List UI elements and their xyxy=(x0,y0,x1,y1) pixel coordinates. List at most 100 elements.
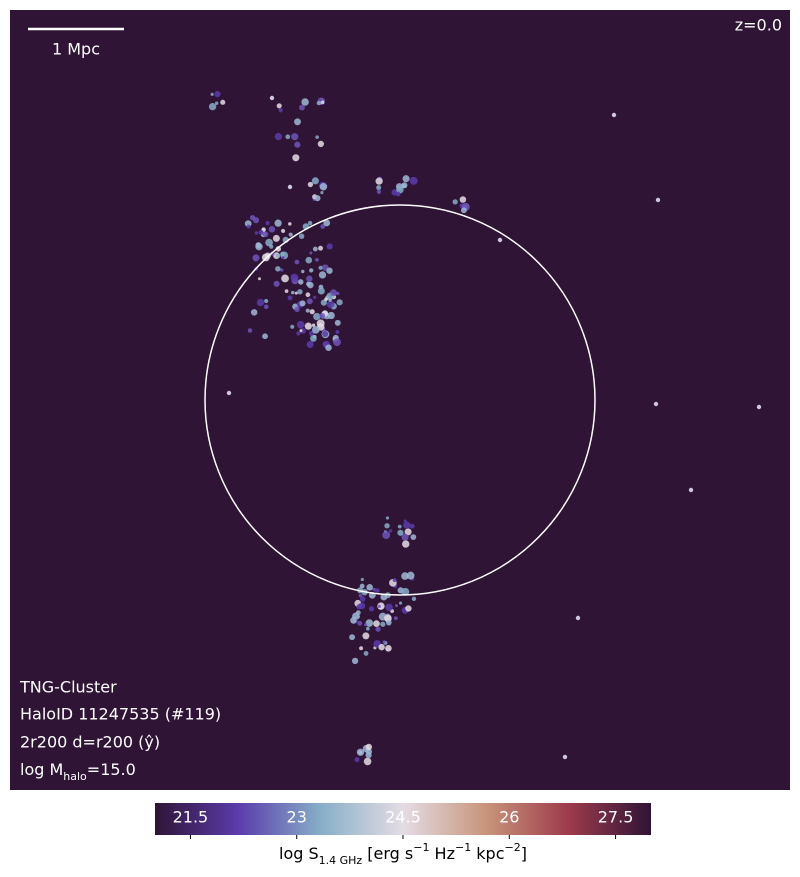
emission-blob xyxy=(274,132,283,141)
emission-blob xyxy=(386,619,392,626)
emission-blob xyxy=(362,632,370,640)
emission-blob xyxy=(294,259,300,265)
emission-blob xyxy=(294,141,301,148)
emission-blob xyxy=(317,287,325,295)
emission-blob xyxy=(363,757,372,766)
emission-blob xyxy=(320,224,326,229)
mass-label: log Mhalo=15.0 xyxy=(20,760,136,783)
emission-blob xyxy=(575,615,581,621)
emission-blob xyxy=(307,220,313,226)
annotation: TNG-Cluster xyxy=(19,678,117,697)
emission-blob xyxy=(405,605,412,612)
emission-blob xyxy=(258,229,264,235)
emission-blob xyxy=(304,322,312,330)
emission-blob xyxy=(756,404,762,410)
emission-blob xyxy=(380,621,386,627)
emission-blob xyxy=(324,297,328,302)
emission-blob xyxy=(281,274,289,283)
emission-blob xyxy=(360,577,364,582)
emission-blob xyxy=(351,657,359,665)
colorbar xyxy=(155,803,651,835)
emission-blob xyxy=(366,583,373,591)
emission-blob xyxy=(288,222,292,226)
emission-blob xyxy=(312,326,320,334)
emission-blob xyxy=(294,306,300,313)
emission-blob xyxy=(403,521,411,529)
emission-blob xyxy=(278,108,283,113)
emission-blob xyxy=(226,390,232,396)
emission-blob xyxy=(359,596,366,602)
emission-blob xyxy=(395,191,401,197)
emission-blob xyxy=(315,135,319,139)
emission-blob xyxy=(315,257,319,262)
emission-blob xyxy=(307,281,314,289)
emission-blob xyxy=(385,644,392,652)
emission-blob xyxy=(653,401,659,407)
colorbar-tick-label: 27.5 xyxy=(598,808,634,827)
text-part: Hz xyxy=(429,844,455,863)
emission-blob xyxy=(306,340,314,348)
emission-blob xyxy=(376,185,382,191)
emission-blob xyxy=(401,533,409,541)
emission-blob xyxy=(287,184,293,190)
emission-blob xyxy=(281,256,285,260)
emission-blob xyxy=(310,335,317,342)
emission-blob xyxy=(296,320,305,329)
emission-blob xyxy=(291,133,299,141)
emission-blob xyxy=(335,330,340,334)
emission-blob xyxy=(333,338,341,347)
text-part: =15.0 xyxy=(87,760,136,779)
emission-blob xyxy=(220,99,226,105)
emission-blob xyxy=(354,757,360,763)
colorbar-tick-label: 26 xyxy=(499,808,519,827)
emission-blob xyxy=(264,298,269,304)
text-part: −1 xyxy=(413,841,429,854)
emission-blob xyxy=(254,231,259,235)
text-part: log S xyxy=(279,844,319,863)
emission-blob xyxy=(292,154,300,162)
emission-blob xyxy=(208,103,217,111)
colorbar-tick-label: 23 xyxy=(287,808,307,827)
emission-blob xyxy=(385,516,390,520)
emission-blob xyxy=(356,614,360,619)
emission xyxy=(208,91,762,766)
emission-blob xyxy=(274,219,282,227)
emission-blob xyxy=(275,266,281,272)
emission-blob xyxy=(319,183,328,191)
emission-blob xyxy=(298,104,305,111)
emission-blob xyxy=(316,319,325,328)
emission-blob xyxy=(276,103,282,109)
emission-blob xyxy=(294,118,301,126)
emission-blob xyxy=(655,197,661,203)
emission-blob xyxy=(409,523,415,529)
emission-blob xyxy=(319,313,326,319)
emission-blob xyxy=(404,528,412,536)
emission-blob xyxy=(257,277,261,281)
emission-blob xyxy=(385,603,393,612)
emission-blob xyxy=(247,328,253,333)
emission-blob xyxy=(314,195,321,202)
emission-blob xyxy=(410,534,417,540)
emission-blob xyxy=(272,234,280,242)
emission-blob xyxy=(305,292,311,298)
emission-blob xyxy=(252,254,260,262)
emission-blob xyxy=(301,269,305,274)
emission-blob xyxy=(359,583,365,589)
r200-circle xyxy=(204,204,596,596)
emission-blob xyxy=(326,300,335,309)
emission-blob xyxy=(306,298,313,305)
emission-blob xyxy=(374,588,380,594)
scale-bar-label: 1 Mpc xyxy=(52,40,100,59)
emission-blob xyxy=(265,238,273,247)
emission-blob xyxy=(280,228,286,234)
emission-blob xyxy=(402,540,410,548)
emission-blob xyxy=(357,620,363,626)
emission-blob xyxy=(328,298,332,302)
emission-blob xyxy=(320,191,324,195)
emission-blob xyxy=(363,651,369,656)
emission-blob xyxy=(306,275,313,282)
emission-blob xyxy=(380,593,388,601)
emission-blob xyxy=(291,290,295,295)
emission-blob xyxy=(309,268,314,273)
